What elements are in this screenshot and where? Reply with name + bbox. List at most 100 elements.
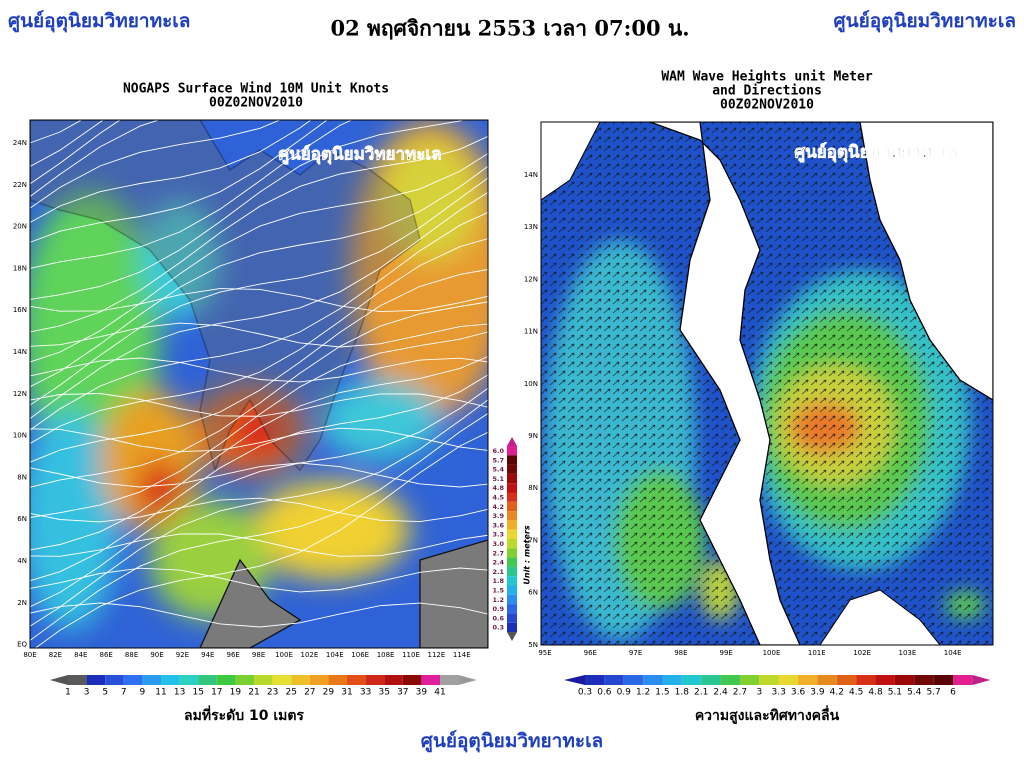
colorbar-label: 41 — [434, 688, 445, 698]
streamline — [30, 135, 488, 333]
land — [649, 122, 801, 645]
scale-label: 2.7 — [492, 549, 504, 557]
colorbar-label: 23 — [267, 688, 278, 698]
scale-label: 0.3 — [492, 624, 504, 632]
colorbar-label: 35 — [378, 688, 389, 698]
colorbar-label: 11 — [155, 688, 166, 698]
colorbar-label: 27 — [304, 688, 315, 698]
streamline — [30, 120, 160, 198]
lon-label: 95E — [538, 649, 551, 657]
lon-label: 110E — [402, 651, 420, 659]
lat-label: 12N — [13, 390, 27, 398]
lat-label: 5N — [528, 641, 538, 649]
scale-label: 4.8 — [492, 484, 504, 492]
lat-label: 13N — [524, 223, 538, 231]
header-left: ศูนย์อุตุนิยมวิทยาทะเล — [8, 10, 190, 33]
colorbar-swatch — [179, 675, 199, 685]
scale-swatch — [507, 604, 517, 614]
lon-label: 102E — [853, 649, 871, 657]
colorbar-swatch — [759, 675, 779, 685]
colorbar-label: 3.3 — [772, 688, 786, 698]
lon-label: 96E — [584, 649, 597, 657]
scale-swatch — [507, 594, 517, 605]
lat-label: 14N — [13, 348, 27, 356]
scale-swatch — [507, 576, 517, 586]
scale-label: 3.6 — [492, 521, 504, 529]
lon-label: 96E — [227, 651, 240, 659]
scale-label: 1.5 — [492, 587, 504, 595]
lon-label: 90E — [150, 651, 163, 659]
lat-label: 4N — [17, 557, 27, 565]
lon-label: 101E — [808, 649, 826, 657]
land — [819, 589, 941, 645]
streamline — [30, 120, 281, 209]
scale-label: 4.5 — [492, 494, 504, 502]
colorbar-end — [564, 675, 585, 685]
header-title: 02 พฤศจิกายน 2553 เวลา 07:00 น. — [330, 16, 689, 41]
colorbar-label: 7 — [121, 688, 127, 698]
colorbar-label: 2.1 — [694, 688, 708, 698]
lon-label: 100E — [763, 649, 781, 657]
colorbar-swatch — [701, 675, 721, 685]
wave-title: 00Z02NOV2010 — [720, 98, 814, 113]
frame — [29, 119, 489, 649]
colorbar-swatch — [68, 675, 87, 685]
lon-label: 102E — [301, 651, 319, 659]
scale-swatch — [507, 464, 517, 474]
colorbar-swatch — [914, 675, 934, 685]
lat-label: 10N — [13, 432, 27, 440]
lat-label: 18N — [13, 264, 27, 272]
colorbar-swatch — [739, 675, 760, 685]
lat-label: EQ — [17, 641, 27, 649]
colorbar-swatch — [681, 675, 702, 685]
lat-label: 11N — [524, 328, 538, 336]
scale-unit: Unit : meters — [523, 525, 532, 584]
streamline — [30, 497, 488, 523]
colorbar-label: 19 — [230, 688, 242, 698]
colorbar-label: 21 — [248, 688, 259, 698]
scale-label: 6.0 — [492, 447, 504, 455]
scale-swatch — [507, 613, 517, 623]
streamline — [30, 399, 488, 627]
colorbar-swatch — [604, 675, 624, 685]
colorbar-swatch — [836, 675, 857, 685]
land — [30, 120, 421, 473]
lon-label: 99E — [720, 649, 733, 657]
wind-title: 00Z02NOV2010 — [209, 96, 303, 111]
streamline — [30, 191, 488, 420]
streamline — [30, 177, 488, 406]
colorbar-label: 0.9 — [617, 688, 632, 698]
land — [541, 122, 601, 201]
colorbar-swatch — [105, 675, 124, 685]
colorbar-label: 4.8 — [868, 688, 883, 698]
colorbar-label: 0.3 — [578, 688, 592, 698]
colorbar-swatch — [817, 675, 837, 685]
colorbar-end — [972, 675, 991, 685]
wave-title: WAM Wave Heights unit Meter — [661, 70, 872, 85]
colorbar-label: 25 — [285, 688, 296, 698]
lat-label: 2N — [17, 599, 27, 607]
scale-swatch — [507, 520, 517, 530]
colorbar-swatch — [123, 675, 143, 685]
scale-end — [507, 437, 517, 446]
colorbar-swatch — [235, 675, 254, 685]
streamlines — [30, 120, 488, 648]
lon-label: 98E — [252, 651, 265, 659]
scale-swatch — [507, 455, 517, 465]
colorbar-label: 1.2 — [636, 688, 650, 698]
streamline — [30, 288, 488, 313]
scale-label: 2.1 — [492, 568, 504, 576]
lon-label: 112E — [428, 651, 446, 659]
streamline — [30, 120, 121, 185]
colorbar-swatch — [421, 675, 440, 685]
colorbar-swatch — [856, 675, 876, 685]
colorbar-swatch — [347, 675, 366, 685]
scale-label: 2.4 — [492, 559, 504, 567]
lat-label: 24N — [13, 139, 27, 147]
frame — [540, 121, 994, 646]
lon-label: 92E — [176, 651, 189, 659]
colorbar-swatch — [720, 675, 740, 685]
scale-label: 5.1 — [492, 475, 504, 483]
lon-label: 114E — [453, 651, 471, 659]
